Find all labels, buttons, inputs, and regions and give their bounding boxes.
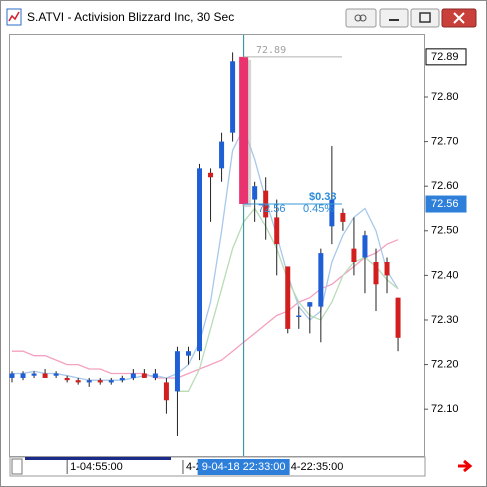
close-icon <box>453 12 465 24</box>
maximize-button[interactable] <box>410 8 440 28</box>
candle-body <box>395 297 401 338</box>
candle-body <box>239 56 249 205</box>
y-tick-label: 72.40 <box>431 269 459 281</box>
candle-body <box>252 186 258 200</box>
link-icon <box>354 14 362 22</box>
candle-body <box>340 212 346 222</box>
candle-body <box>141 373 147 378</box>
price-label-box <box>425 48 467 66</box>
candle-body <box>163 382 169 401</box>
candle-body <box>296 315 302 318</box>
candle-body <box>384 262 390 276</box>
candle-body <box>75 380 81 383</box>
crosshair-time-label: 9-04-18 22:33:00 <box>202 461 286 473</box>
y-tick-label: 72.10 <box>431 403 459 415</box>
candle-body <box>174 351 180 392</box>
app-icon-line <box>8 11 20 22</box>
candle-body <box>9 373 15 378</box>
candle-body <box>64 377 70 381</box>
minimize-icon <box>389 19 399 21</box>
y-tick-label: 72.70 <box>431 135 459 147</box>
candle-body <box>230 61 236 133</box>
price-label: 72.56 <box>431 198 459 210</box>
y-tick-label: 72.80 <box>431 91 459 103</box>
candle-body <box>97 380 103 383</box>
price-label-box <box>425 195 467 213</box>
y-tick-label: 72.30 <box>431 314 459 326</box>
candle-body <box>152 373 158 378</box>
y-tick-label: 72.20 <box>431 358 459 370</box>
candle-body <box>86 380 92 383</box>
candle-body <box>42 373 48 378</box>
candle-body <box>197 168 203 352</box>
plot: 72.10 72.20 72.30 72.40 72.50 72.60 72.70 72.80… <box>9 35 467 475</box>
minimize-button[interactable] <box>379 8 409 28</box>
moving-average-line <box>12 126 399 381</box>
candle-body <box>108 380 114 383</box>
x-tick-label: 4-22:35:00 <box>291 461 344 473</box>
candle-body <box>351 248 357 263</box>
candle-body <box>362 235 368 258</box>
candle-body <box>307 302 313 307</box>
price-label: 72.89 <box>431 51 459 63</box>
scroll-handle[interactable] <box>11 458 23 475</box>
measure-percent: 0.45% <box>303 203 334 215</box>
x-tick-label: 1-04:55:00 <box>70 461 123 473</box>
candle-body <box>119 377 125 381</box>
maximize-icon <box>419 12 431 23</box>
moving-average-line <box>12 239 399 379</box>
candle-body <box>130 373 136 378</box>
candle-body <box>208 172 214 178</box>
candle-body <box>20 373 26 378</box>
candle-body <box>373 262 379 285</box>
candle-body <box>285 266 291 329</box>
candle-body <box>53 373 59 376</box>
y-tick-label: 72.60 <box>431 180 459 192</box>
scroll-right-arrow[interactable] <box>458 459 473 473</box>
candle-body <box>274 217 280 245</box>
plot-area <box>9 34 425 457</box>
scrollbar[interactable] <box>25 457 171 460</box>
candle-body <box>329 199 335 227</box>
measure-price: 72.56 <box>258 203 286 215</box>
measure-change: $0.33 <box>309 191 337 203</box>
window-title: S.ATVI - Activision Blizzard Inc, 30 Sec <box>27 10 234 24</box>
high-line-label: 72.89 <box>256 45 286 56</box>
candle-body <box>318 253 324 307</box>
candle-body <box>219 141 225 169</box>
candle-body <box>185 351 191 356</box>
crosshair-time-box <box>197 459 290 475</box>
link-icon <box>359 14 367 22</box>
candle-body <box>31 373 37 376</box>
y-tick-label: 72.50 <box>431 225 459 237</box>
